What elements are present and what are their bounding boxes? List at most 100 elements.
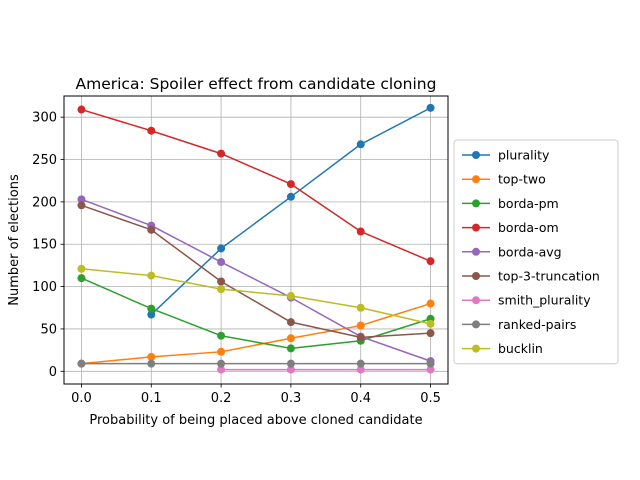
legend-item: borda-pm [462, 196, 559, 211]
legend-marker [472, 223, 480, 232]
data-point [147, 271, 156, 280]
data-point [77, 201, 86, 210]
data-point [217, 365, 226, 374]
legend-marker [472, 175, 480, 184]
data-point [217, 285, 226, 294]
data-point [426, 329, 435, 338]
data-point [426, 365, 435, 374]
legend-item: top-3-truncation [462, 269, 600, 284]
legend-box [453, 139, 619, 365]
series-top-3-truncation [77, 201, 435, 342]
data-point [426, 257, 435, 266]
data-point [356, 359, 365, 368]
data-point [356, 227, 365, 236]
data-point [147, 310, 156, 319]
data-point [356, 321, 365, 330]
data-point [286, 192, 295, 201]
data-point [147, 359, 156, 368]
plot-frame [63, 95, 449, 385]
data-point [286, 359, 295, 368]
data-point [77, 105, 86, 114]
legend-item: borda-avg [462, 244, 562, 259]
series-line [81, 268, 431, 325]
data-point [356, 333, 365, 342]
data-point [286, 344, 295, 353]
data-point [286, 291, 295, 300]
legend-marker [472, 344, 480, 353]
legend-label: smith_plurality [498, 293, 591, 308]
legend-label: top-3-truncation [498, 269, 600, 284]
series-plurality [147, 103, 435, 319]
data-point [356, 365, 365, 374]
legend-item: bucklin [462, 341, 543, 356]
series-borda-pm [77, 274, 435, 353]
y-tick-label: 250 [32, 153, 57, 168]
legend-marker [472, 272, 480, 280]
legend-label: plurality [498, 148, 550, 163]
data-point [217, 258, 226, 267]
y-tick-label: 100 [32, 280, 57, 295]
data-point [286, 180, 295, 189]
data-point [286, 334, 295, 343]
series-line [81, 108, 431, 262]
chart-title: America: Spoiler effect from candidate c… [76, 75, 437, 93]
series-line [81, 302, 431, 365]
legend-item: smith_plurality [462, 293, 591, 308]
legend-label: borda-pm [498, 196, 559, 211]
data-point [286, 365, 295, 374]
legend-marker [472, 320, 480, 329]
series-layer [77, 103, 435, 374]
data-point [217, 347, 226, 356]
legend-label: borda-om [498, 220, 559, 235]
x-tick-label: 0.1 [141, 391, 162, 406]
y-tick-label: 200 [32, 195, 57, 210]
series-borda-avg [77, 195, 435, 366]
data-point [147, 126, 156, 135]
legend-marker [472, 199, 480, 208]
series-line [81, 198, 431, 362]
legend-item: plurality [462, 148, 550, 163]
y-tick-label: 50 [40, 322, 57, 337]
x-tick-label: 0.0 [71, 391, 92, 406]
y-axis-label: Number of elections [7, 174, 22, 306]
data-point [77, 195, 86, 204]
data-point [217, 149, 226, 158]
x-tick-label: 0.4 [350, 391, 371, 406]
y-tick-label: 300 [32, 111, 57, 126]
legend-label: ranked-pairs [498, 317, 576, 332]
legend-item: borda-om [462, 220, 559, 235]
x-axis-label: Probability of being placed above cloned… [89, 413, 422, 428]
data-point [147, 304, 156, 313]
legend-label: top-two [498, 172, 546, 187]
data-point [356, 303, 365, 312]
legend-marker [472, 247, 480, 256]
data-point [77, 264, 86, 273]
data-point [356, 140, 365, 149]
grid [64, 96, 448, 384]
data-point [147, 225, 156, 234]
data-point [426, 103, 435, 112]
data-point [426, 319, 435, 328]
data-point [77, 359, 86, 368]
y-axis-ticks: 0 50 100 150 200 250 300 [32, 111, 64, 380]
legend-label: bucklin [498, 341, 543, 356]
legend-item: top-two [462, 172, 546, 187]
y-tick-label: 0 [49, 365, 57, 380]
x-tick-label: 0.2 [211, 391, 232, 406]
data-point [217, 244, 226, 253]
data-point [426, 359, 435, 368]
series-ranked-pairs [77, 359, 435, 368]
data-point [426, 299, 435, 308]
data-point [217, 331, 226, 340]
legend-marker [472, 151, 480, 159]
series-bucklin [77, 264, 435, 328]
data-point [217, 359, 226, 368]
series-smith_plurality [217, 365, 435, 374]
y-tick-label: 150 [32, 238, 57, 253]
legend-marker [472, 296, 480, 305]
data-point [286, 318, 295, 327]
x-axis-ticks: 0.0 0.1 0.2 0.3 0.4 0.5 [71, 384, 441, 406]
data-point [147, 352, 156, 361]
